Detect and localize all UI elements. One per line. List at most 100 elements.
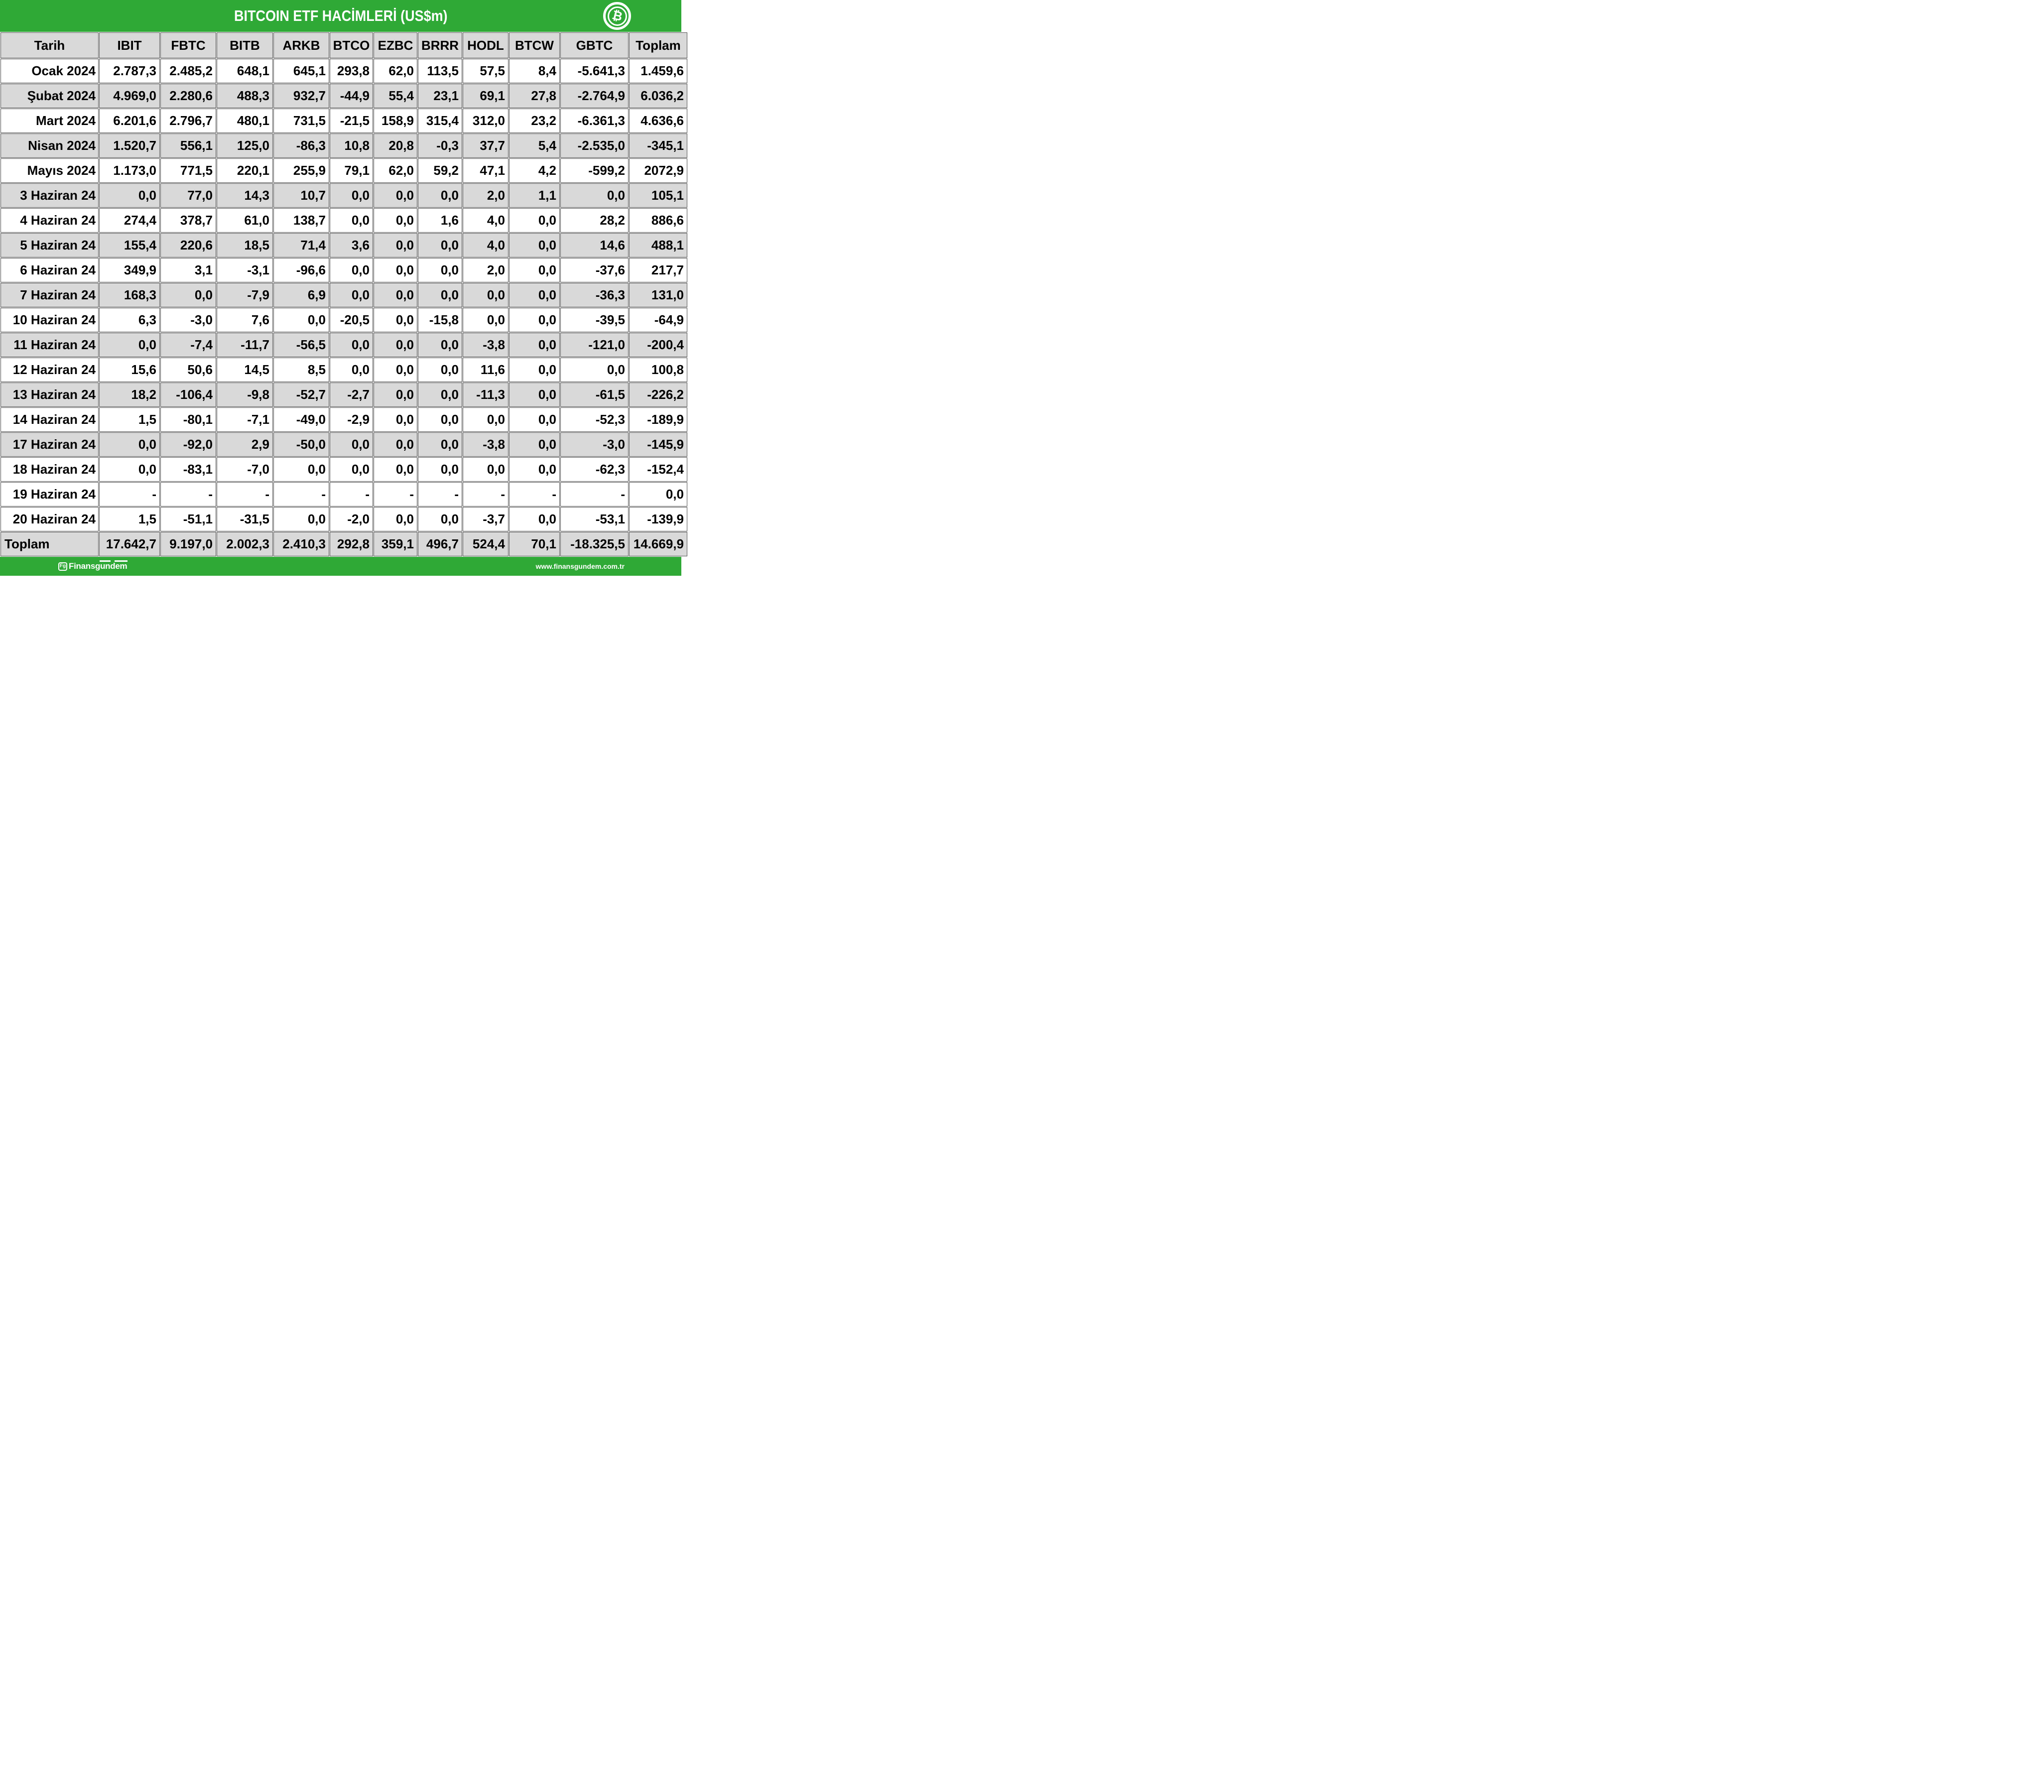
cell-bitb: -3,1: [217, 258, 273, 282]
cell-hodl: -: [463, 482, 509, 507]
cell-ibit: 4.969,0: [99, 84, 160, 108]
cell-gbtc: 0,0: [560, 183, 629, 208]
column-header-fbtc: FBTC: [160, 32, 216, 58]
cell-ezbc: 62,0: [374, 158, 417, 183]
bitcoin-icon-inner-ring: ₿: [607, 6, 627, 26]
cell-fbtc: 77,0: [160, 183, 216, 208]
table-row: 6 Haziran 24 349,9 3,1 -3,1 -96,6 0,0 0,0 0,0 2,…: [0, 258, 687, 282]
row-label: 5 Haziran 24: [0, 233, 99, 257]
cell-btco: 292,8: [330, 532, 373, 556]
cell-hodl: 69,1: [463, 84, 509, 108]
row-label: Toplam: [0, 532, 99, 556]
cell-bitb: 488,3: [217, 84, 273, 108]
cell-btco: 0,0: [330, 183, 373, 208]
cell-ibit: 274,4: [99, 208, 160, 233]
footer-bar: Fg Finansgundem www.finansgundem.com.tr: [0, 557, 681, 576]
cell-toplam: -64,9: [629, 308, 687, 332]
cell-btco: 293,8: [330, 59, 373, 83]
cell-arkb: 731,5: [273, 109, 329, 133]
column-header-btco: BTCO: [330, 32, 373, 58]
cell-btco: 10,8: [330, 133, 373, 158]
cell-toplam: -226,2: [629, 383, 687, 407]
cell-btco: -2,9: [330, 407, 373, 432]
cell-brrr: 0,0: [418, 432, 462, 457]
row-label: 13 Haziran 24: [0, 383, 99, 407]
row-label: Nisan 2024: [0, 133, 99, 158]
cell-ibit: 15,6: [99, 358, 160, 382]
cell-fbtc: -80,1: [160, 407, 216, 432]
cell-fbtc: -: [160, 482, 216, 507]
cell-ezbc: 20,8: [374, 133, 417, 158]
cell-btcw: 0,0: [509, 432, 560, 457]
cell-bitb: 220,1: [217, 158, 273, 183]
cell-hodl: 37,7: [463, 133, 509, 158]
row-label: 12 Haziran 24: [0, 358, 99, 382]
cell-fbtc: 0,0: [160, 283, 216, 307]
cell-ezbc: 0,0: [374, 233, 417, 257]
cell-arkb: 0,0: [273, 457, 329, 482]
cell-toplam: -145,9: [629, 432, 687, 457]
cell-bitb: -7,9: [217, 283, 273, 307]
cell-ibit: 1.173,0: [99, 158, 160, 183]
row-label: 14 Haziran 24: [0, 407, 99, 432]
cell-bitb: -7,0: [217, 457, 273, 482]
row-label: Ocak 2024: [0, 59, 99, 83]
cell-toplam: 105,1: [629, 183, 687, 208]
cell-btcw: 0,0: [509, 457, 560, 482]
cell-hodl: 4,0: [463, 208, 509, 233]
cell-bitb: 480,1: [217, 109, 273, 133]
cell-btcw: 0,0: [509, 283, 560, 307]
column-header-bitb: BITB: [217, 32, 273, 58]
cell-hodl: 524,4: [463, 532, 509, 556]
cell-fbtc: 220,6: [160, 233, 216, 257]
total-row: Toplam 17.642,7 9.197,0 2.002,3 2.410,3 292,8…: [0, 532, 687, 556]
cell-toplam: 4.636,6: [629, 109, 687, 133]
cell-brrr: 0,0: [418, 258, 462, 282]
cell-arkb: 932,7: [273, 84, 329, 108]
cell-brrr: 0,0: [418, 283, 462, 307]
cell-gbtc: -3,0: [560, 432, 629, 457]
cell-toplam: 131,0: [629, 283, 687, 307]
column-header-tarih: Tarih: [0, 32, 99, 58]
row-label: 3 Haziran 24: [0, 183, 99, 208]
cell-gbtc: -37,6: [560, 258, 629, 282]
cell-hodl: 11,6: [463, 358, 509, 382]
etf-volumes-table: Tarih IBIT FBTC BITB ARKB BTCO EZBC BRRR HODL BTC…: [0, 32, 688, 557]
column-header-gbtc: GBTC: [560, 32, 629, 58]
cell-ezbc: 0,0: [374, 457, 417, 482]
cell-ibit: 1,5: [99, 507, 160, 531]
cell-btco: 0,0: [330, 258, 373, 282]
cell-gbtc: -39,5: [560, 308, 629, 332]
column-header-ezbc: EZBC: [374, 32, 417, 58]
cell-ezbc: 0,0: [374, 407, 417, 432]
cell-toplam: -189,9: [629, 407, 687, 432]
cell-ezbc: 0,0: [374, 308, 417, 332]
cell-btco: 0,0: [330, 208, 373, 233]
cell-brrr: 0,0: [418, 383, 462, 407]
row-label: Mart 2024: [0, 109, 99, 133]
cell-arkb: 138,7: [273, 208, 329, 233]
cell-hodl: 0,0: [463, 407, 509, 432]
cell-ibit: 17.642,7: [99, 532, 160, 556]
cell-gbtc: -18.325,5: [560, 532, 629, 556]
row-label: Mayıs 2024: [0, 158, 99, 183]
row-label: 7 Haziran 24: [0, 283, 99, 307]
cell-ezbc: -: [374, 482, 417, 507]
cell-gbtc: 28,2: [560, 208, 629, 233]
cell-gbtc: -121,0: [560, 333, 629, 357]
row-label: 17 Haziran 24: [0, 432, 99, 457]
column-header-hodl: HODL: [463, 32, 509, 58]
column-header-toplam: Toplam: [629, 32, 687, 58]
table-row: 11 Haziran 24 0,0 -7,4 -11,7 -56,5 0,0 0,0 0,0-…: [0, 333, 687, 357]
cell-toplam: 488,1: [629, 233, 687, 257]
cell-ibit: 155,4: [99, 233, 160, 257]
cell-arkb: 645,1: [273, 59, 329, 83]
cell-ibit: 1,5: [99, 407, 160, 432]
page: BITCOIN ETF HACİMLERİ (US$m) ₿ Tarih IBIT…: [0, 0, 688, 576]
table-row: Mayıs 2024 1.173,0 771,5 220,1 255,9 79,1 62,0…: [0, 158, 687, 183]
cell-brrr: 496,7: [418, 532, 462, 556]
cell-fbtc: 9.197,0: [160, 532, 216, 556]
table-header-row: Tarih IBIT FBTC BITB ARKB BTCO EZBC BRRR HODL BTC…: [0, 32, 687, 58]
cell-fbtc: 2.485,2: [160, 59, 216, 83]
row-label: 6 Haziran 24: [0, 258, 99, 282]
